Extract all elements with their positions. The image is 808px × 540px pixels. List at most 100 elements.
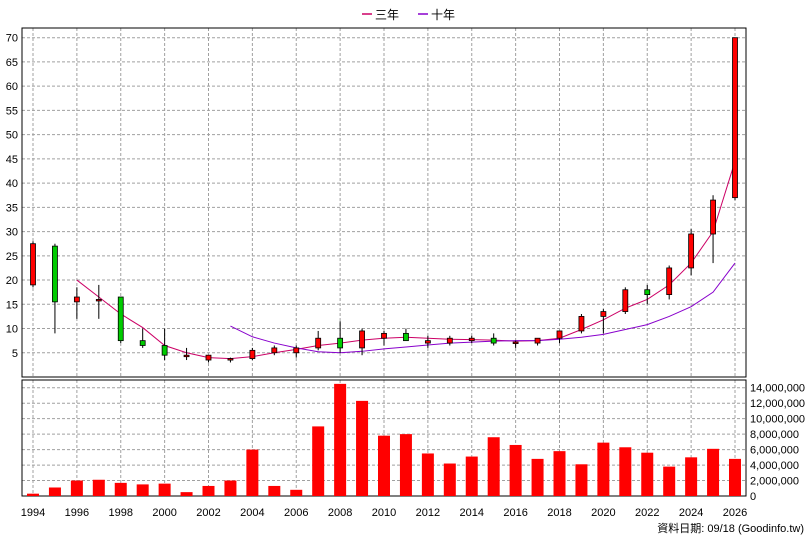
price-tick-label: 45 bbox=[6, 154, 18, 166]
volume-tick-label: 6,000,000 bbox=[750, 445, 799, 457]
candlesticks bbox=[30, 37, 738, 363]
price-tick-label: 20 bbox=[6, 275, 18, 287]
candle-body bbox=[30, 243, 36, 286]
candle-body bbox=[249, 349, 256, 359]
candle-body bbox=[52, 245, 58, 303]
volume-bar bbox=[641, 452, 654, 496]
candle-body bbox=[446, 337, 453, 344]
volume-bar bbox=[399, 434, 412, 496]
volume-tick-label: 12,000,000 bbox=[750, 398, 805, 410]
legend-label: 十年 bbox=[431, 8, 455, 22]
x-tick-label: 2016 bbox=[503, 507, 527, 519]
x-tick-label: 2018 bbox=[547, 507, 571, 519]
candle-body bbox=[644, 289, 651, 295]
x-tick-label: 2002 bbox=[196, 507, 220, 519]
candle-body bbox=[95, 299, 102, 302]
candle-body bbox=[666, 267, 673, 295]
price-tick-label: 25 bbox=[6, 251, 18, 263]
volume-bar bbox=[92, 479, 105, 496]
volume-bar bbox=[48, 487, 61, 496]
x-tick-label: 1994 bbox=[21, 507, 45, 519]
x-tick-label: 2026 bbox=[723, 507, 747, 519]
volume-tick-label: 8,000,000 bbox=[750, 429, 799, 441]
volume-bar bbox=[246, 449, 259, 496]
candle-body bbox=[512, 341, 519, 345]
volume-bars bbox=[27, 383, 741, 496]
footer-note: 資料日期: 09/18 (Goodinfo.tw) bbox=[657, 521, 804, 535]
price-tick-label: 65 bbox=[6, 57, 18, 69]
price-tick-label: 15 bbox=[6, 299, 18, 311]
candle-body bbox=[622, 289, 629, 312]
candle-body bbox=[556, 330, 563, 339]
x-tick-label: 2024 bbox=[679, 507, 703, 519]
volume-bar bbox=[685, 457, 698, 496]
candle-body bbox=[315, 337, 322, 349]
legend-label: 三年 bbox=[375, 8, 399, 22]
price-tick-label: 30 bbox=[6, 227, 18, 239]
volume-bar bbox=[114, 482, 127, 496]
x-tick-label: 2014 bbox=[460, 507, 484, 519]
volume-bar bbox=[268, 485, 281, 496]
price-tick-label: 50 bbox=[6, 130, 18, 142]
grid bbox=[22, 28, 746, 497]
x-tick-label: 2000 bbox=[152, 507, 176, 519]
volume-bar bbox=[312, 426, 325, 496]
volume-bar bbox=[575, 464, 588, 496]
axis-labels: 1994 1996 1998 2000 2002 2004 2006 2008 2010 2012… bbox=[6, 33, 805, 519]
volume-bar bbox=[290, 489, 303, 496]
x-tick-label: 2006 bbox=[284, 507, 308, 519]
candle-body bbox=[732, 37, 738, 199]
price-plot-frame bbox=[21, 27, 747, 378]
x-tick-label: 1998 bbox=[109, 507, 133, 519]
volume-tick-label: 10,000,000 bbox=[750, 414, 805, 426]
candle-body bbox=[205, 354, 212, 361]
price-tick-label: 5 bbox=[12, 348, 18, 360]
volume-tick-label: 0 bbox=[750, 491, 756, 503]
volume-bar bbox=[356, 400, 369, 496]
volume-bar bbox=[180, 492, 193, 496]
price-tick-label: 35 bbox=[6, 202, 18, 214]
x-tick-label: 1996 bbox=[65, 507, 89, 519]
x-tick-label: 2010 bbox=[372, 507, 396, 519]
candle-body bbox=[337, 337, 344, 349]
candle-body bbox=[227, 358, 234, 361]
volume-bar bbox=[443, 463, 456, 496]
price-tick-label: 55 bbox=[6, 105, 18, 117]
volume-bar bbox=[421, 453, 434, 496]
ma-10yr-line bbox=[230, 262, 736, 354]
candle-body bbox=[600, 311, 607, 317]
volume-bar bbox=[158, 483, 171, 496]
volume-bar bbox=[224, 480, 237, 496]
volume-tick-label: 2,000,000 bbox=[750, 476, 799, 488]
candle-body bbox=[424, 340, 431, 344]
candle-body bbox=[403, 332, 409, 342]
candle-body bbox=[359, 330, 365, 349]
volume-bar bbox=[553, 451, 566, 496]
candle-body bbox=[293, 347, 300, 354]
volume-bar bbox=[27, 493, 39, 496]
legend: 三年 十年 bbox=[362, 8, 455, 22]
x-tick-label: 2022 bbox=[635, 507, 659, 519]
candle-body bbox=[688, 233, 695, 269]
candle-body bbox=[468, 337, 475, 342]
candle-body bbox=[271, 347, 278, 354]
volume-bar bbox=[597, 442, 610, 496]
volume-bar bbox=[509, 444, 522, 496]
volume-bar bbox=[334, 383, 347, 496]
candle-body bbox=[183, 354, 190, 358]
price-tick-label: 40 bbox=[6, 178, 18, 190]
volume-tick-label: 14,000,000 bbox=[750, 383, 805, 395]
volume-bar bbox=[531, 458, 544, 496]
volume-tick-label: 4,000,000 bbox=[750, 460, 799, 472]
x-tick-label: 2004 bbox=[240, 507, 264, 519]
price-tick-label: 60 bbox=[6, 81, 18, 93]
volume-bar bbox=[729, 458, 741, 496]
candle-body bbox=[534, 337, 541, 344]
candle-body bbox=[381, 332, 387, 339]
candle-body bbox=[161, 345, 168, 356]
volume-bar bbox=[663, 466, 676, 496]
x-tick-label: 2012 bbox=[416, 507, 440, 519]
volume-bar bbox=[70, 480, 83, 496]
volume-bar bbox=[619, 447, 632, 496]
